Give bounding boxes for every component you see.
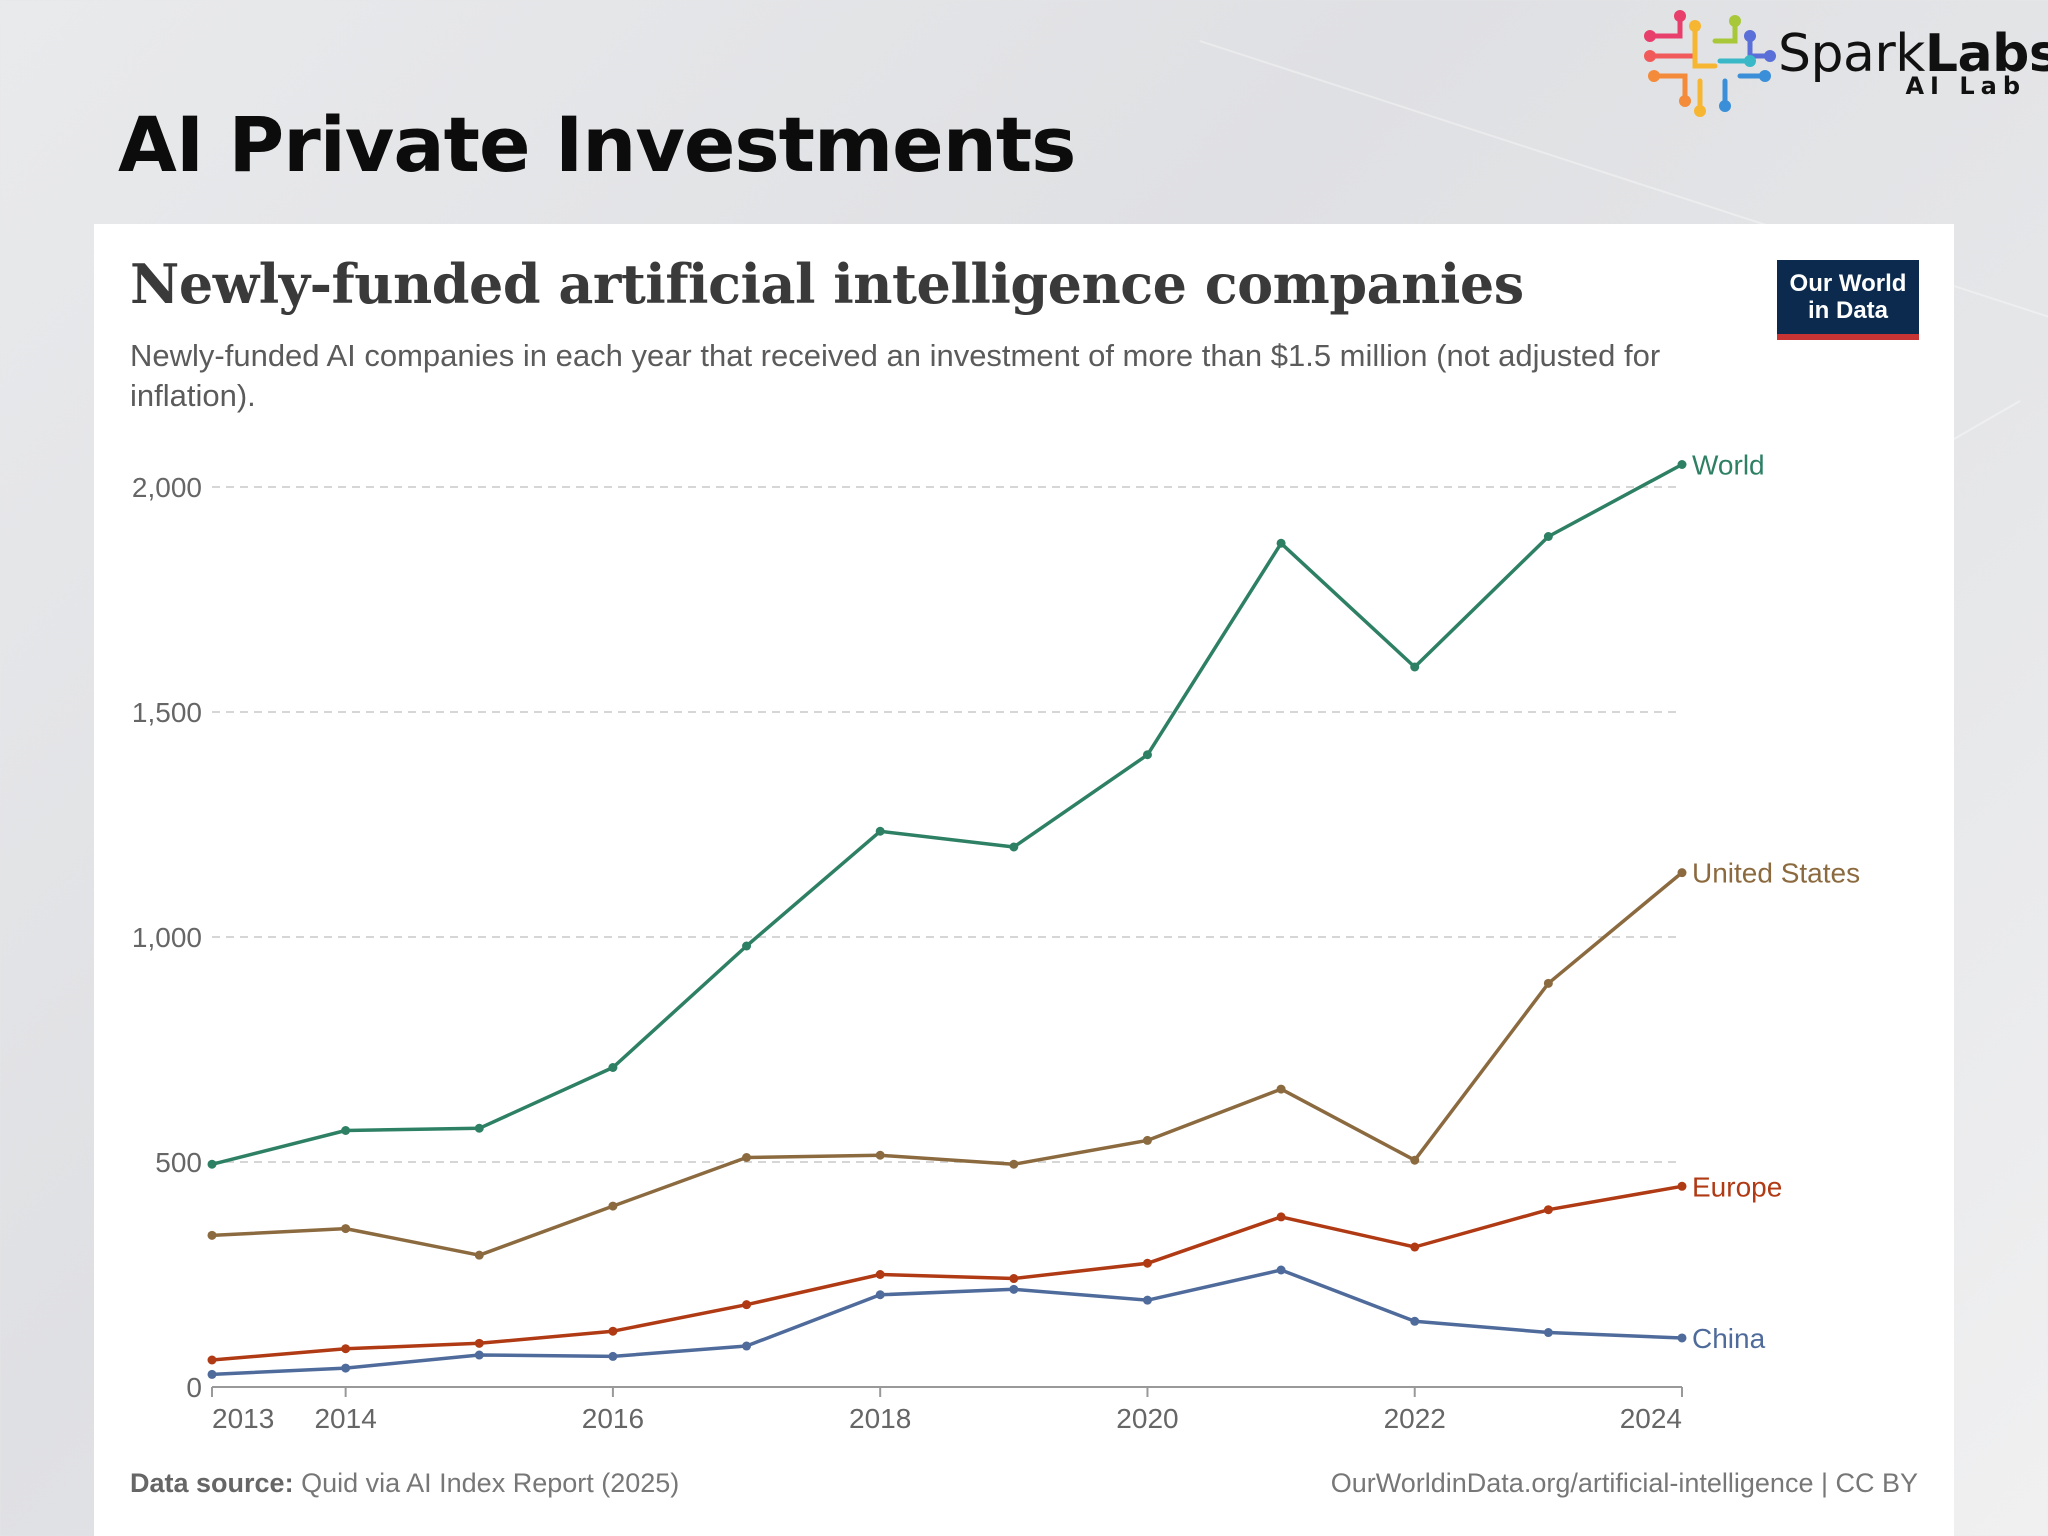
data-point-united-states	[207, 1230, 217, 1240]
data-source: Data source: Quid via AI Index Report (2…	[130, 1468, 679, 1499]
data-source-text: Quid via AI Index Report (2025)	[301, 1468, 680, 1498]
data-point-europe	[341, 1344, 351, 1354]
chart-subtitle: Newly-funded AI companies in each year t…	[130, 338, 1661, 413]
x-tick-label: 2014	[314, 1403, 376, 1434]
data-point-china	[1677, 1333, 1687, 1343]
data-point-united-states	[1142, 1135, 1152, 1145]
data-point-europe	[875, 1270, 885, 1279]
series-line-china	[211, 1268, 1683, 1377]
data-point-china	[875, 1290, 885, 1300]
data-source-label: Data source:	[130, 1468, 294, 1498]
data-point-europe	[742, 1300, 752, 1310]
data-point-europe	[1410, 1242, 1420, 1252]
data-point-europe	[1677, 1181, 1687, 1191]
data-point-world	[341, 1126, 351, 1135]
data-point-china	[608, 1351, 618, 1361]
chart-card: Newly-funded artificial intelligence com…	[94, 224, 1954, 1536]
data-point-china	[1410, 1316, 1420, 1326]
data-point-world	[1410, 662, 1420, 672]
line-chart: 0 500 1,000 1,500 2,000 2013 2014 2016 2018 2020 2…	[132, 450, 1860, 1435]
brand-name: SparkLabs	[1778, 24, 2048, 84]
data-point-united-states	[1276, 1084, 1286, 1094]
x-tick-label: 2020	[1116, 1403, 1178, 1434]
data-point-united-states	[742, 1153, 752, 1162]
data-point-china	[1543, 1328, 1553, 1338]
sparklabs-logo: SparkLabs AI Lab	[1640, 6, 2048, 122]
series-label-china: China	[1692, 1323, 1766, 1354]
data-point-china	[742, 1341, 752, 1351]
data-point-united-states	[608, 1201, 618, 1211]
y-tick-label: 500	[155, 1147, 202, 1178]
x-tick-label: 2018	[849, 1403, 911, 1434]
series-line-world	[211, 462, 1683, 1166]
brand-name-bold: Labs	[1924, 24, 2048, 84]
series-label-world: World	[1692, 450, 1765, 481]
x-tick-label: 2016	[582, 1403, 644, 1434]
data-point-china	[1009, 1284, 1019, 1294]
data-point-world	[608, 1063, 618, 1072]
data-point-europe	[1543, 1205, 1553, 1215]
attribution-link[interactable]: OurWorldinData.org/artificial-intelligen…	[1330, 1468, 1918, 1498]
data-point-world	[1677, 460, 1687, 469]
data-point-europe	[608, 1326, 618, 1336]
chart-title: Newly-funded artificial intelligence com…	[130, 252, 1524, 316]
x-tick-label: 2022	[1384, 1403, 1446, 1434]
data-point-united-states	[1543, 978, 1553, 988]
y-tick-label: 1,500	[132, 697, 202, 728]
series-line-europe	[211, 1184, 1683, 1362]
data-point-europe	[1142, 1258, 1152, 1268]
x-tick-label: 2024	[1620, 1403, 1682, 1434]
data-point-china	[341, 1363, 351, 1373]
data-point-china	[207, 1369, 217, 1379]
logo-line-1: Our World	[1789, 270, 1907, 297]
data-point-china	[1142, 1295, 1152, 1305]
data-point-world	[742, 941, 752, 951]
series-label-europe: Europe	[1692, 1171, 1782, 1202]
data-point-united-states	[341, 1224, 351, 1234]
series-line-united-states	[211, 871, 1684, 1257]
y-tick-label: 2,000	[132, 472, 202, 503]
data-point-world	[207, 1159, 217, 1169]
series-label-united-states: United States	[1692, 858, 1860, 889]
data-point-europe	[474, 1338, 484, 1348]
brand-name-light: Spark	[1778, 24, 1925, 84]
data-point-world	[1543, 532, 1553, 541]
circuit-icon	[1644, 10, 1776, 117]
data-point-world	[474, 1123, 484, 1133]
data-point-united-states	[1009, 1159, 1019, 1169]
data-point-world	[1276, 538, 1286, 548]
data-point-united-states	[1410, 1155, 1420, 1165]
data-point-china	[1276, 1265, 1286, 1275]
data-point-world	[875, 826, 885, 836]
our-world-in-data-logo[interactable]: Our World in Data	[1777, 260, 1919, 340]
y-tick-label: 1,000	[132, 922, 202, 953]
x-tick-label: 2013	[212, 1403, 274, 1434]
data-point-europe	[1276, 1212, 1286, 1222]
brand-subtitle: AI Lab	[1905, 72, 2026, 100]
data-point-world	[1142, 750, 1152, 760]
data-point-europe	[207, 1355, 217, 1365]
data-point-united-states	[474, 1250, 484, 1260]
data-point-europe	[1009, 1274, 1019, 1284]
data-point-world	[1009, 842, 1019, 852]
data-point-united-states	[875, 1150, 885, 1160]
data-point-china	[474, 1350, 484, 1360]
slide-title: AI Private Investments	[118, 100, 1076, 189]
y-tick-label: 0	[186, 1372, 202, 1403]
logo-line-2: in Data	[1807, 297, 1888, 324]
data-point-united-states	[1677, 868, 1687, 878]
